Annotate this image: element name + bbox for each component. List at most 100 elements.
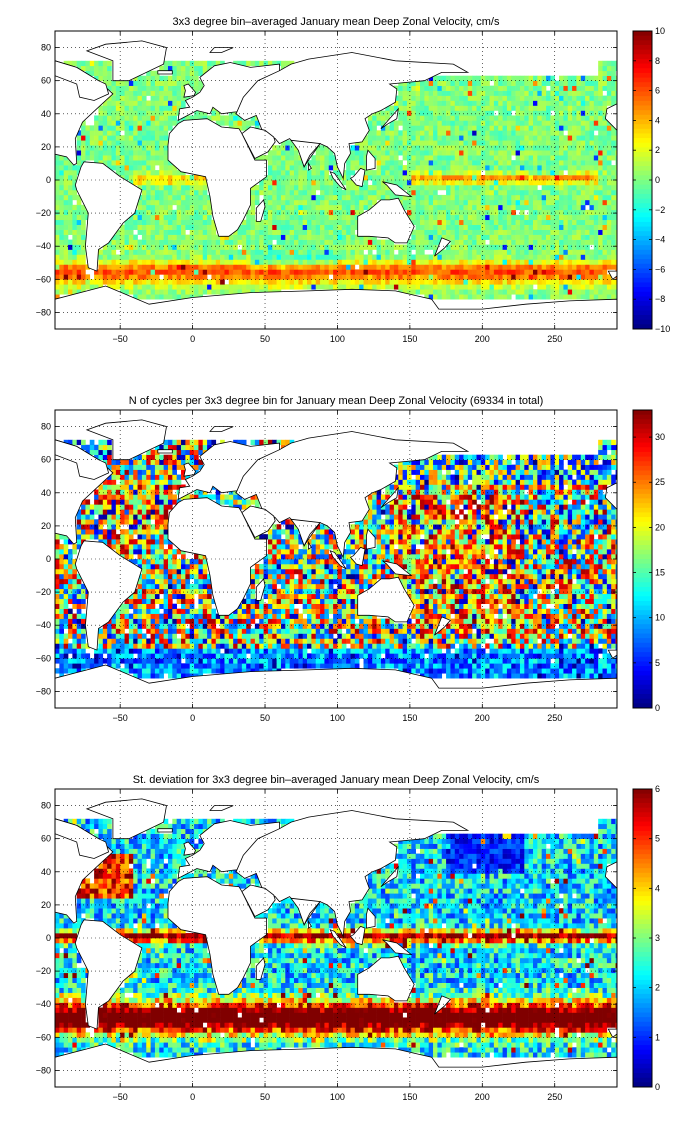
- data-cell: [472, 115, 477, 121]
- data-cell: [563, 264, 569, 270]
- data-cell: [428, 269, 434, 275]
- data-cell: [585, 110, 590, 116]
- data-cell: [320, 184, 325, 191]
- data-cell: [541, 249, 547, 255]
- data-cell: [215, 668, 221, 674]
- data-cell: [328, 284, 334, 290]
- data-cell: [459, 219, 464, 225]
- data-cell: [389, 145, 395, 151]
- data-cell: [476, 175, 482, 181]
- data-cell: [259, 184, 264, 191]
- data-cell: [150, 160, 156, 166]
- data-cell: [250, 279, 256, 285]
- data-cell: [198, 229, 204, 235]
- data-cell: [441, 663, 447, 669]
- data-cell: [585, 184, 590, 191]
- data-cell: [576, 170, 582, 176]
- data-cell: [493, 145, 499, 151]
- data-cell: [502, 184, 508, 191]
- data-cell: [202, 115, 208, 121]
- data-cell: [159, 160, 164, 166]
- data-cell: [120, 135, 125, 141]
- data-cell: [359, 150, 364, 156]
- data-cell: [211, 239, 217, 245]
- data-cell: [237, 254, 243, 260]
- data-cell: [194, 80, 199, 86]
- data-cell: [185, 244, 191, 250]
- data-cell: [146, 184, 151, 191]
- data-cell: [389, 189, 395, 196]
- data-cell: [167, 180, 173, 186]
- data-cell: [176, 269, 182, 275]
- colorbar-tick-label: −8: [655, 294, 665, 304]
- data-cell: [437, 194, 443, 201]
- data-cell: [493, 160, 499, 166]
- data-cell: [532, 155, 538, 161]
- data-cell: [194, 269, 199, 275]
- data-cell: [163, 289, 169, 295]
- data-cell: [276, 663, 282, 669]
- data-cell: [76, 199, 82, 206]
- data-cell: [68, 194, 73, 201]
- data-cell: [380, 130, 386, 136]
- data-cell: [293, 219, 299, 225]
- data-cell: [376, 145, 382, 151]
- data-cell: [163, 249, 169, 255]
- data-cell: [424, 85, 430, 91]
- data-cell: [593, 125, 599, 131]
- data-cell: [532, 110, 538, 116]
- data-cell: [476, 194, 482, 201]
- data-cell: [89, 284, 95, 290]
- data-cell: [585, 254, 590, 260]
- data-cell: [585, 673, 590, 679]
- data-cell: [489, 259, 495, 265]
- data-cell: [324, 170, 330, 176]
- data-cell: [615, 80, 617, 86]
- data-cell: [128, 284, 134, 290]
- data-cell: [202, 219, 208, 225]
- data-cell: [72, 189, 78, 196]
- data-cell: [420, 85, 425, 91]
- data-cell: [111, 259, 117, 265]
- data-cell: [254, 668, 260, 674]
- data-cell: [159, 259, 164, 265]
- data-cell: [285, 239, 290, 245]
- data-cell: [463, 170, 469, 176]
- data-cell: [424, 170, 430, 176]
- data-cell: [285, 165, 290, 171]
- data-cell: [111, 239, 117, 245]
- data-cell: [598, 269, 603, 275]
- data-cell: [202, 229, 208, 235]
- data-cell: [467, 90, 473, 96]
- data-cell: [437, 175, 443, 181]
- data-cell: [372, 239, 377, 245]
- data-cell: [532, 165, 538, 171]
- data-cell: [233, 663, 238, 669]
- data-cell: [472, 125, 477, 131]
- data-cell: [611, 249, 616, 255]
- data-cell: [176, 105, 182, 111]
- data-cell: [580, 90, 586, 96]
- data-cell: [498, 125, 503, 131]
- data-cell: [324, 229, 330, 235]
- data-cell: [120, 155, 125, 161]
- data-cell: [185, 289, 191, 295]
- data-cell: [480, 180, 486, 186]
- data-cell: [115, 254, 121, 260]
- data-cell: [289, 199, 295, 206]
- data-cell: [424, 80, 430, 86]
- data-cell: [372, 189, 377, 196]
- data-cell: [137, 170, 143, 176]
- data-cell: [159, 110, 164, 116]
- data-cell: [154, 229, 160, 235]
- data-cell: [480, 249, 486, 255]
- data-cell: [567, 209, 573, 216]
- data-cell: [576, 175, 582, 181]
- data-cell: [211, 110, 217, 116]
- data-cell: [463, 165, 469, 171]
- data-cell: [580, 199, 586, 206]
- data-cell: [454, 264, 460, 270]
- data-cell: [537, 668, 542, 674]
- data-cell: [615, 150, 617, 156]
- data-cell: [376, 140, 382, 146]
